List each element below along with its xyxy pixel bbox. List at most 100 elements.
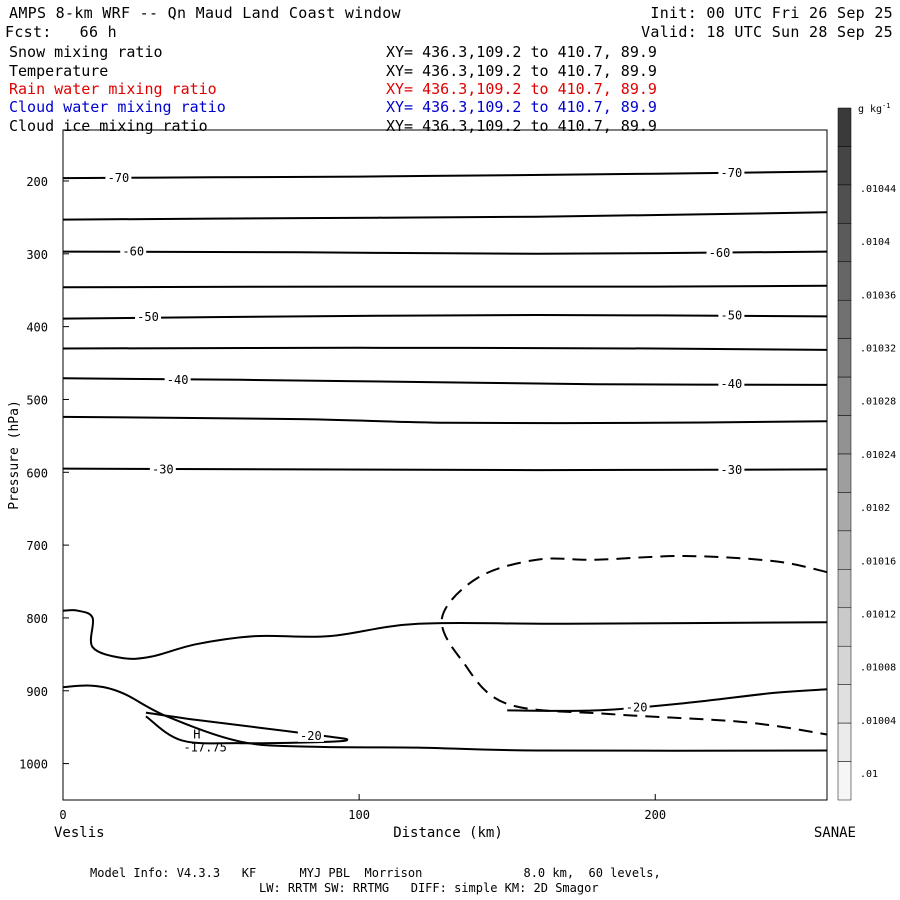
legend-xy-cloud-water: XY= 436.3,109.2 to 410.7, 89.9 (386, 98, 657, 116)
colorbar-label: .01012 (860, 609, 896, 620)
contour-label: -70 (721, 166, 743, 180)
plot-border (62, 129, 828, 801)
colorbar-segment (837, 415, 852, 455)
contour-line (62, 609, 828, 660)
contour-label: -40 (721, 377, 743, 391)
right-endpoint-label: SANAE (814, 825, 856, 841)
snow-mixing-ratio-contour (440, 554, 828, 736)
legend-xy-rain: XY= 436.3,109.2 to 410.7, 89.9 (386, 80, 657, 98)
contour-label-bg (164, 372, 191, 386)
contour-labels: -70 -70 -60 -60 -50 -50 -40 -40 -30 -30 -20 -20 (105, 165, 745, 743)
contour-label-bg (135, 310, 162, 324)
contour-line (62, 211, 828, 221)
x-tick-label: 200 (644, 808, 666, 822)
colorbar-label: .01032 (860, 344, 896, 355)
contour-label-bg (120, 244, 147, 258)
contour-label: -20 (626, 701, 648, 715)
x-axis-label: Distance (km) (393, 825, 503, 841)
colorbar-label: .0104 (860, 237, 890, 248)
y-tick-label: 800 (26, 612, 48, 626)
contour-label: -30 (721, 463, 743, 477)
contour-line (62, 346, 828, 351)
colorbar-segment (837, 492, 852, 532)
colorbar-segment (837, 261, 852, 301)
colorbar-segment (837, 530, 852, 570)
contour-line (62, 284, 828, 289)
y-tick-label: 200 (26, 175, 48, 189)
y-tick-label: 600 (26, 466, 48, 480)
colorbar-label: .01028 (860, 397, 896, 408)
contour-line (62, 313, 828, 320)
colorbar-segment (837, 107, 852, 147)
colorbar: .01044 .0104 .01036 .01032 .01028 .01024 .0102… (837, 107, 896, 801)
y-tick-label: 1000 (19, 758, 48, 772)
contour-label-bg (718, 463, 745, 477)
physics-info: LW: RRTM SW: RRTMG DIFF: simple KM: 2D S… (259, 881, 599, 895)
contour-label-bg (297, 728, 324, 742)
y-tick-label: 500 (26, 393, 48, 407)
legend-xy-snow: XY= 436.3,109.2 to 410.7, 89.9 (386, 43, 657, 61)
min-value-annotation: -17.75 (183, 741, 226, 755)
colorbar-label: .01044 (860, 184, 896, 195)
y-tick-label: 700 (26, 539, 48, 553)
x-tick-label: 0 (59, 808, 66, 822)
contour-label-bg (623, 700, 650, 714)
contour-label: -50 (721, 309, 743, 323)
y-axis-label: Pressure (hPa) (7, 400, 22, 510)
colorbar-segment (837, 453, 852, 493)
temperature-contours (62, 170, 828, 752)
axis-ticks: 200 300 400 500 600 700 800 900 1000 0 100 200 (19, 175, 666, 822)
contour-line (145, 711, 349, 745)
colorbar-unit-base: g kg (858, 104, 882, 115)
contour-line (62, 170, 828, 180)
colorbar-segment (837, 761, 852, 801)
colorbar-label: .01004 (860, 716, 896, 727)
x-tick-label: 100 (348, 808, 370, 822)
left-endpoint-label: Veslis (54, 825, 105, 841)
contour-line (62, 415, 828, 425)
contour-label-bg (718, 165, 745, 179)
contour-label-bg (718, 308, 745, 322)
colorbar-label: .01 (860, 769, 878, 780)
valid-time: Valid: 18 UTC Sun 28 Sep 25 (641, 23, 893, 41)
contour-label-bg (718, 377, 745, 391)
contour-label: -60 (709, 246, 731, 260)
legend-xy-temperature: XY= 436.3,109.2 to 410.7, 89.9 (386, 62, 657, 80)
colorbar-label: .01036 (860, 290, 896, 301)
legend-label-snow: Snow mixing ratio (9, 43, 163, 61)
contour-label-bg (706, 246, 733, 260)
colorbar-segment (837, 184, 852, 224)
contour-label: -50 (137, 310, 159, 324)
colorbar-segment (837, 299, 852, 339)
y-tick-label: 400 (26, 321, 48, 335)
y-tick-label: 900 (26, 685, 48, 699)
y-tick-label: 300 (26, 248, 48, 262)
contour-label-bg (105, 171, 132, 185)
contour-label: -30 (152, 462, 174, 476)
contour-label: -70 (108, 171, 130, 185)
legend-label-temperature: Temperature (9, 62, 109, 80)
contour-label: -40 (167, 373, 189, 387)
snow-contour-line (440, 554, 828, 736)
colorbar-unit-exponent: -1 (882, 102, 890, 110)
high-marker: H (193, 727, 200, 741)
colorbar-segment (837, 223, 852, 263)
colorbar-segment (837, 338, 852, 378)
colorbar-segment (837, 722, 852, 762)
contour-label: -60 (122, 245, 144, 259)
legend-label-cloud-water: Cloud water mixing ratio (9, 98, 226, 116)
colorbar-segment (837, 569, 852, 609)
init-time: Init: 00 UTC Fri 26 Sep 25 (650, 4, 893, 22)
plot-frame (62, 129, 828, 801)
contour-line (507, 688, 828, 712)
contour-line (62, 467, 828, 472)
contour-label-bg (149, 462, 176, 476)
colorbar-unit: g kg-1 (858, 102, 891, 115)
colorbar-label: .01008 (860, 663, 896, 674)
colorbar-segment (837, 376, 852, 416)
forecast-hour: Fcst: 66 h (5, 23, 117, 41)
colorbar-label: .01016 (860, 556, 896, 567)
colorbar-segment (837, 684, 852, 724)
chart-title: AMPS 8-km WRF -- Qn Maud Land Coast wind… (9, 4, 401, 22)
